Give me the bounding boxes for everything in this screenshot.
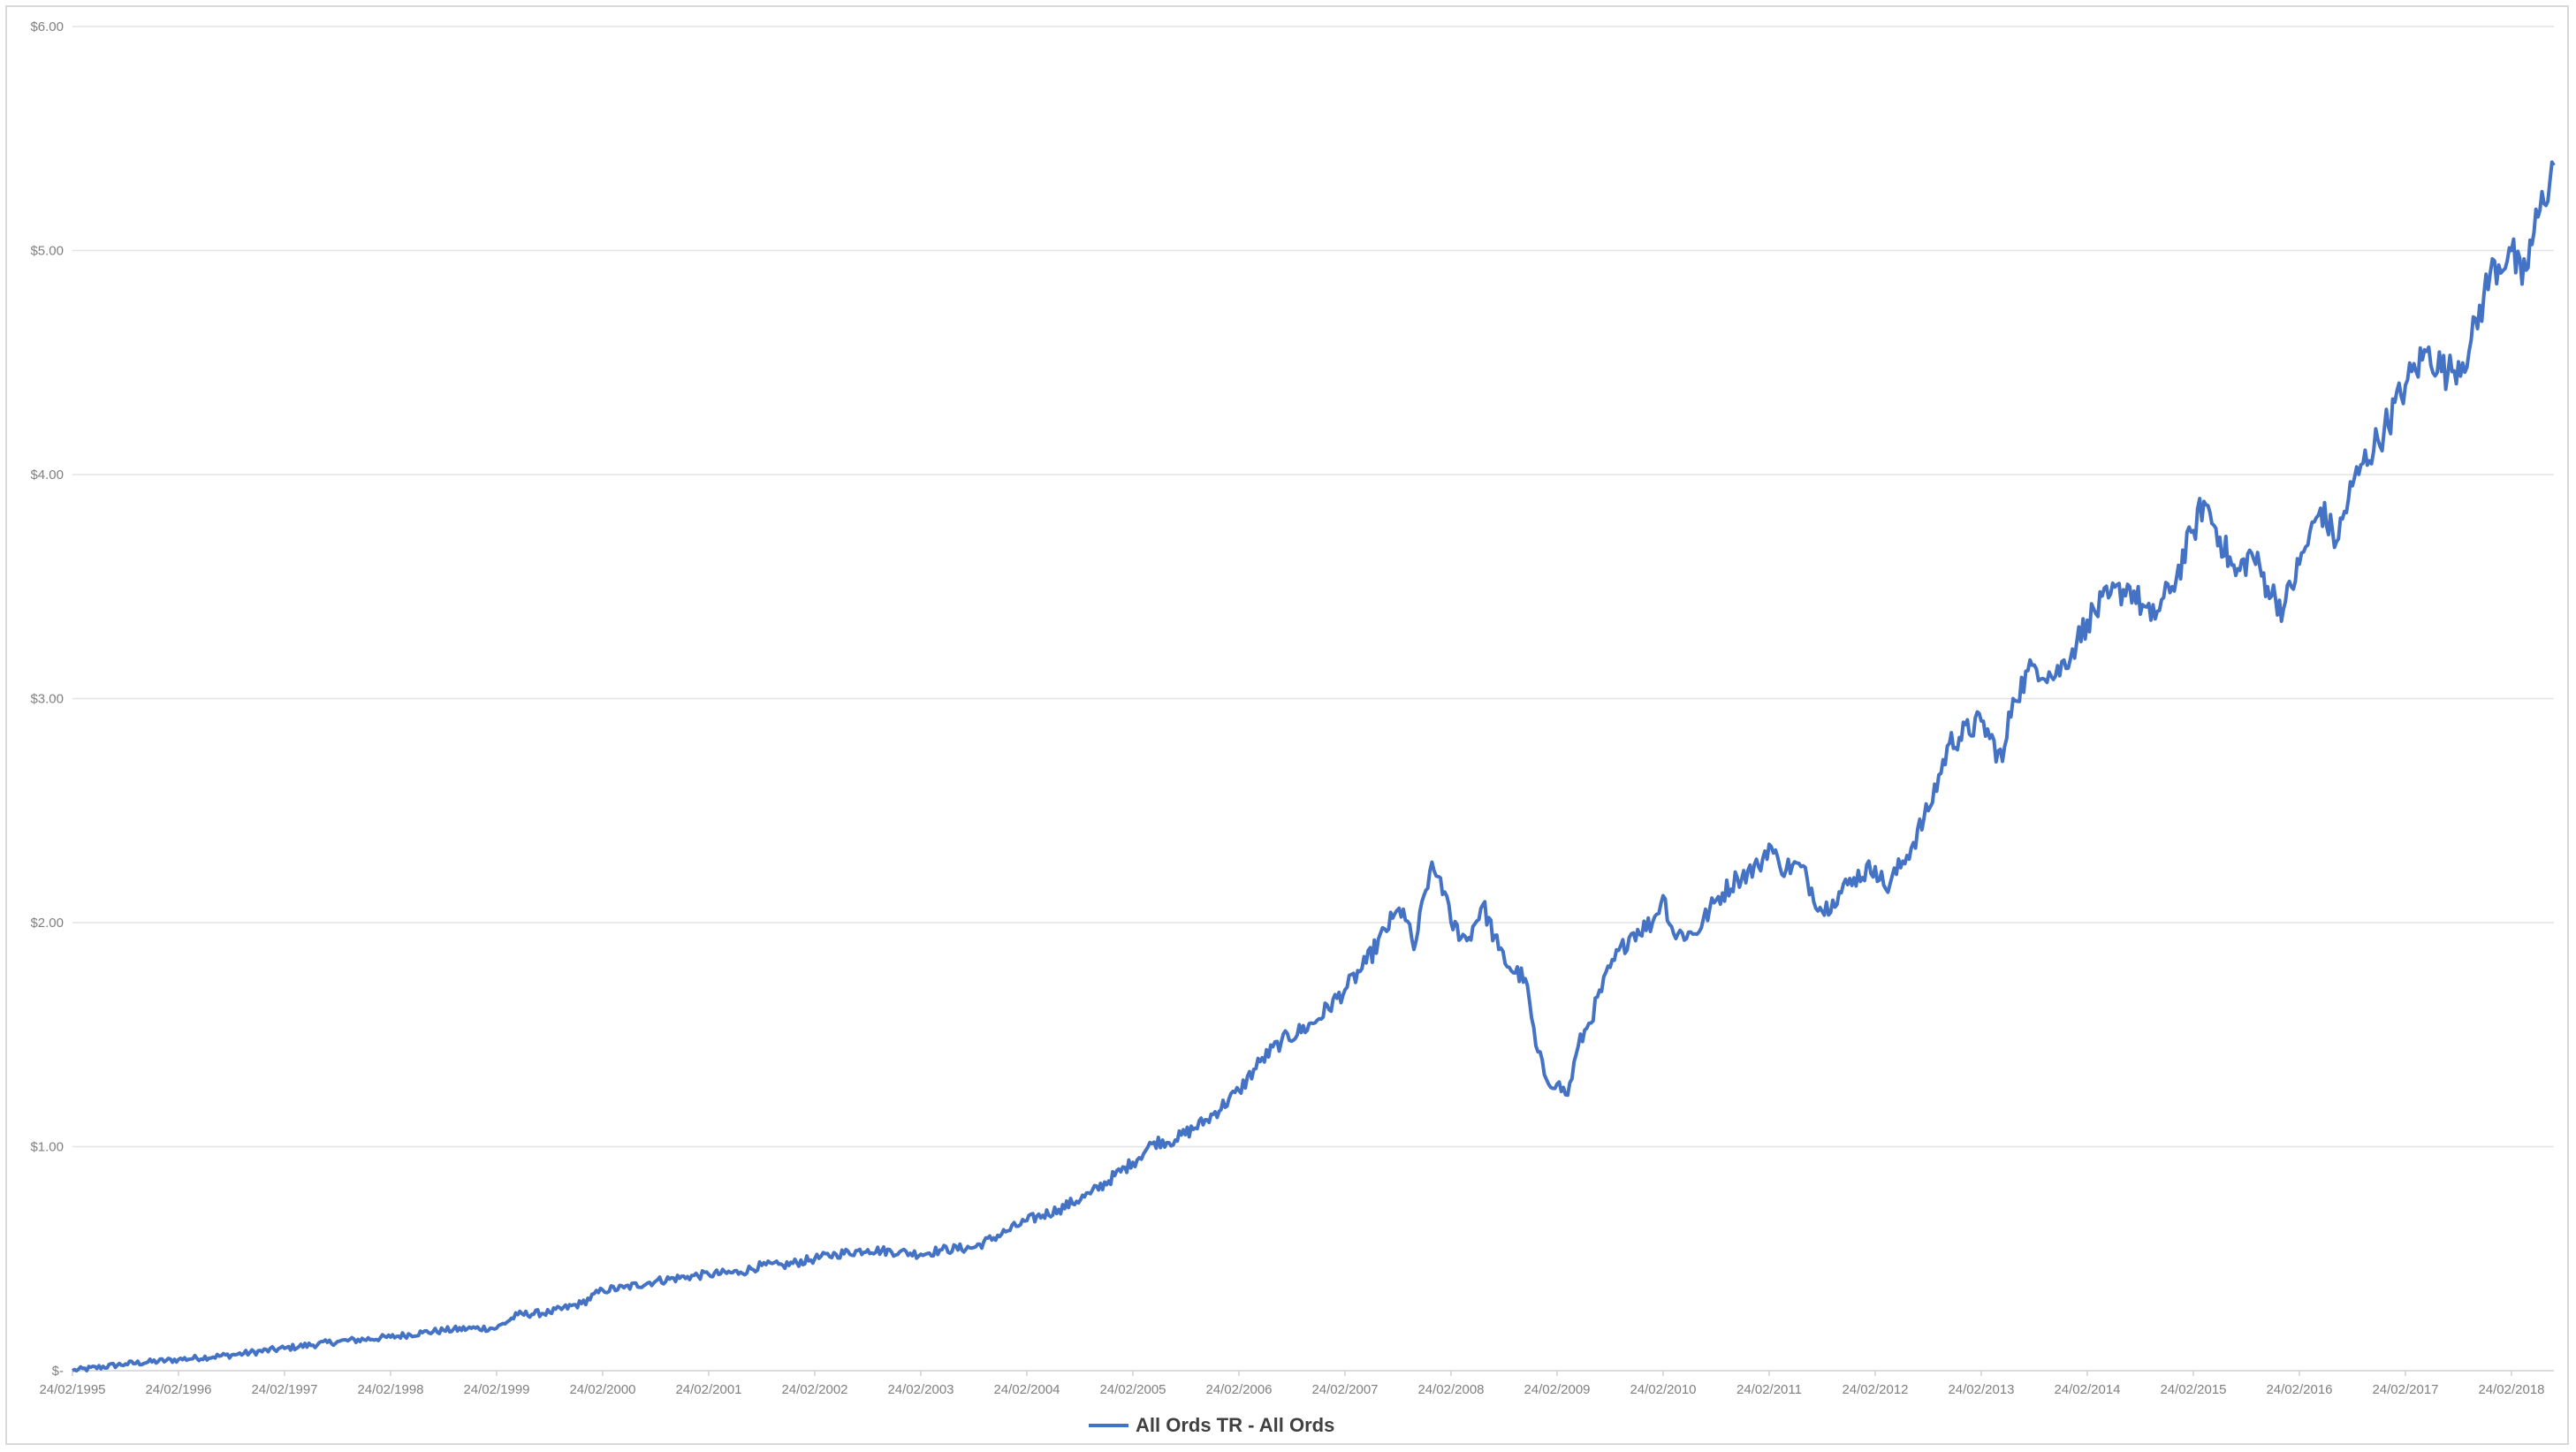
x-axis	[72, 1370, 2554, 1376]
y-tick-label: $1.00	[30, 1140, 64, 1155]
y-tick-label: $5.00	[30, 244, 64, 259]
x-tick-label: 24/02/2013	[1948, 1382, 2014, 1397]
y-tick-label: $-	[52, 1364, 64, 1379]
x-axis-tick-labels: 24/02/1995 24/02/1996 24/02/1997 24/02/1998…	[39, 1382, 2544, 1397]
x-tick-label: 24/02/2004	[993, 1382, 1060, 1397]
y-tick-label: $6.00	[30, 19, 64, 34]
x-tick-label: 24/02/2015	[2160, 1382, 2226, 1397]
x-tick-label: 24/02/2010	[1630, 1382, 1696, 1397]
x-tick-label: 24/02/2002	[781, 1382, 847, 1397]
x-tick-label: 24/02/2017	[2372, 1382, 2438, 1397]
x-tick-label: 24/02/1999	[463, 1382, 529, 1397]
x-tick-label: 24/02/2007	[1311, 1382, 1378, 1397]
legend: All Ords TR - All Ords	[1089, 1414, 1334, 1436]
x-tick-label: 24/02/1995	[39, 1382, 105, 1397]
series-layer	[72, 160, 2556, 1372]
x-tick-label: 24/02/2009	[1524, 1382, 1590, 1397]
gridlines	[72, 26, 2554, 1148]
x-tick-label: 24/02/1998	[357, 1382, 423, 1397]
y-tick-label: $2.00	[30, 916, 64, 931]
x-tick-label: 24/02/2005	[1099, 1382, 1166, 1397]
y-tick-label: $3.00	[30, 692, 64, 707]
x-tick-label: 24/02/1997	[251, 1382, 317, 1397]
x-tick-label: 24/02/2003	[887, 1382, 954, 1397]
y-axis-tick-labels: $- $1.00 $2.00 $3.00 $4.00 $5.00 $6.00	[30, 19, 64, 1379]
x-tick-label: 24/02/1996	[145, 1382, 211, 1397]
x-tick-label: 24/02/2008	[1417, 1382, 1484, 1397]
x-tick-label: 24/02/2006	[1205, 1382, 1272, 1397]
x-tick-label: 24/02/2012	[1842, 1382, 1908, 1397]
chart-frame	[5, 5, 2569, 1445]
x-tick-label: 24/02/2011	[1736, 1382, 1802, 1397]
y-tick-label: $4.00	[30, 468, 64, 483]
x-tick-label: 24/02/2014	[2054, 1382, 2120, 1397]
x-tick-label: 24/02/2000	[569, 1382, 635, 1397]
x-tick-label: 24/02/2001	[675, 1382, 741, 1397]
x-tick-label: 24/02/2018	[2478, 1382, 2544, 1397]
x-tick-label: 24/02/2016	[2266, 1382, 2332, 1397]
series-line-all-ords-tr	[72, 160, 2556, 1372]
legend-label: All Ords TR - All Ords	[1136, 1414, 1334, 1436]
